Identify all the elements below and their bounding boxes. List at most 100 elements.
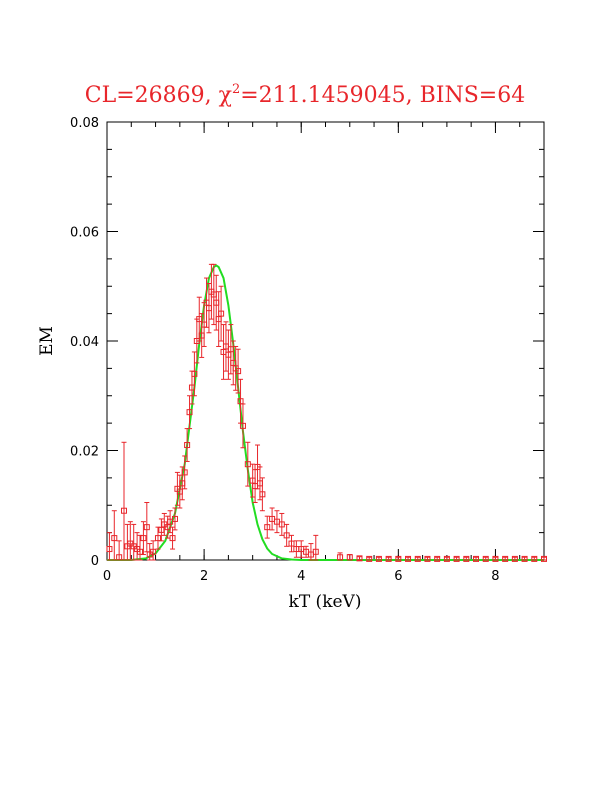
data-point (264, 515, 271, 539)
data-point (137, 534, 144, 561)
data-point (210, 263, 217, 326)
data-point (116, 540, 123, 561)
data-point (186, 395, 193, 430)
point-marker (385, 555, 392, 562)
data-point (307, 543, 314, 561)
x-tick-label: 4 (297, 569, 305, 584)
data-point (252, 469, 259, 504)
point-marker (106, 546, 113, 553)
data-point (111, 510, 118, 561)
data-point (235, 348, 242, 394)
point-marker (463, 555, 470, 562)
data-point (356, 555, 363, 562)
title-chi: χ (219, 83, 232, 108)
point-marker (191, 370, 198, 377)
title-prefix: CL=26869, (85, 83, 219, 108)
axis-ticks (106, 121, 545, 561)
data-point (143, 502, 150, 553)
point-marker (218, 310, 225, 317)
point-marker (111, 535, 118, 542)
data-point (298, 540, 305, 558)
data-point (366, 555, 373, 562)
data-point (424, 555, 431, 562)
data-point (375, 555, 382, 562)
point-marker (181, 469, 188, 476)
y-axis-label: EM (37, 326, 57, 356)
point-marker (502, 555, 509, 562)
y-tick-label: 0 (91, 554, 99, 569)
x-tick-label: 8 (491, 569, 499, 584)
data-points (106, 263, 547, 562)
data-point (269, 507, 276, 531)
data-point (521, 555, 528, 562)
title-suffix: =211.1459045, BINS=64 (240, 83, 525, 108)
data-point (198, 313, 205, 358)
data-point (385, 555, 392, 562)
point-marker (186, 409, 193, 416)
point-marker (482, 555, 489, 562)
point-marker (312, 548, 319, 555)
data-point (278, 512, 285, 536)
data-point (473, 555, 480, 562)
data-point (259, 477, 266, 512)
point-marker (434, 555, 441, 562)
x-tick-label: 2 (200, 569, 208, 584)
point-marker (288, 540, 295, 547)
point-marker (169, 535, 176, 542)
data-point (414, 555, 421, 562)
y-tick-label: 0.02 (70, 445, 99, 460)
data-point (312, 534, 319, 561)
point-marker (395, 555, 402, 562)
data-point (169, 526, 176, 550)
point-marker (511, 555, 518, 562)
point-marker (143, 524, 150, 531)
point-marker (541, 555, 547, 562)
point-marker (375, 555, 382, 562)
data-point (222, 321, 229, 372)
point-marker (356, 555, 363, 562)
point-marker (424, 555, 431, 562)
data-point (225, 329, 232, 380)
data-point (463, 555, 470, 562)
point-marker (405, 555, 412, 562)
point-marker (150, 548, 157, 555)
point-marker (140, 535, 147, 542)
data-point (443, 555, 450, 562)
data-point (140, 521, 147, 556)
y-tick-label: 0.06 (70, 226, 99, 241)
point-marker (116, 554, 123, 561)
data-point (541, 555, 547, 562)
point-marker (171, 515, 178, 522)
data-point (293, 540, 300, 558)
data-point (482, 555, 489, 562)
point-marker (521, 555, 528, 562)
point-marker (154, 535, 161, 542)
axis-tick-labels: 0 2 4 6 8 0 0.02 0.04 0.06 0.08 (70, 116, 500, 584)
point-marker (443, 555, 450, 562)
plot-frame (106, 121, 545, 561)
data-point (218, 285, 225, 342)
point-marker (239, 422, 246, 429)
point-marker (414, 555, 421, 562)
point-marker (137, 548, 144, 555)
x-tick-label: 0 (103, 569, 111, 584)
data-point (191, 351, 198, 397)
point-marker (235, 368, 242, 375)
data-point (405, 555, 412, 562)
point-marker (337, 554, 344, 561)
data-point (134, 532, 141, 561)
data-point (502, 555, 509, 562)
data-point (453, 555, 460, 562)
point-marker (264, 524, 271, 531)
x-tick-label: 6 (394, 569, 402, 584)
model-curve (107, 264, 544, 561)
data-point (171, 507, 178, 531)
data-point (127, 521, 134, 561)
data-point (511, 555, 518, 562)
data-point (395, 555, 402, 562)
point-marker (346, 554, 353, 561)
point-marker (259, 491, 266, 498)
y-tick-label: 0.08 (70, 116, 99, 131)
data-point (120, 441, 127, 561)
